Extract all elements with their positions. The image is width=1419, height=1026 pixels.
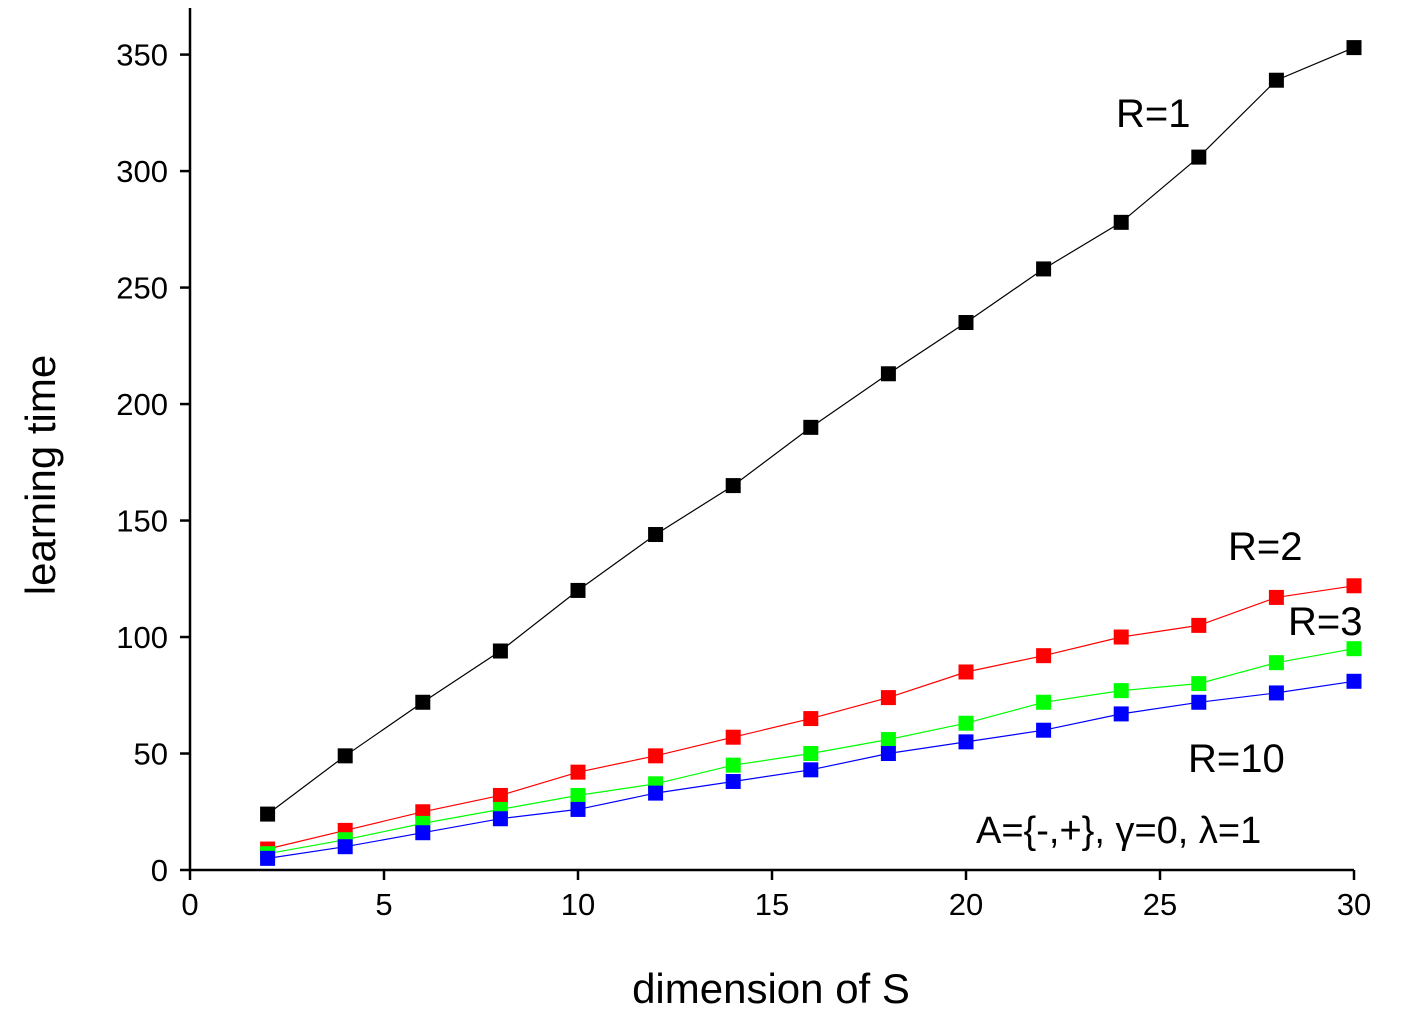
series-layer: [260, 40, 1362, 866]
series-r1: [260, 40, 1362, 822]
data-point: [492, 811, 508, 827]
data-point: [803, 746, 819, 762]
data-point: [415, 694, 431, 710]
data-point: [1268, 655, 1284, 671]
data-point: [492, 643, 508, 659]
data-point: [1113, 683, 1129, 699]
data-point: [1268, 589, 1284, 605]
data-point: [570, 801, 586, 817]
data-point: [1191, 617, 1207, 633]
data-point: [725, 757, 741, 773]
data-point: [1036, 722, 1052, 738]
data-point: [1113, 214, 1129, 230]
data-point: [1346, 673, 1362, 689]
data-point: [803, 419, 819, 435]
data-point: [803, 762, 819, 778]
data-point: [648, 527, 664, 543]
data-point: [648, 785, 664, 801]
data-point: [570, 764, 586, 780]
data-point: [725, 773, 741, 789]
data-point: [415, 825, 431, 841]
data-point: [492, 787, 508, 803]
y-tick-label: 200: [116, 387, 168, 422]
data-point: [958, 315, 974, 331]
data-point: [1346, 40, 1362, 56]
data-point: [1268, 685, 1284, 701]
data-point: [725, 729, 741, 745]
data-point: [1036, 694, 1052, 710]
y-axis-title: learning time: [17, 355, 64, 595]
data-point: [260, 850, 276, 866]
y-tick-label: 350: [116, 38, 168, 73]
series-labels: R=1 R=2 R=3 R=10 A={-,+}, γ=0, λ=1: [976, 92, 1363, 852]
x-tick-label: 10: [561, 887, 595, 922]
data-point: [1268, 72, 1284, 88]
parameter-annotation: A={-,+}, γ=0, λ=1: [976, 810, 1261, 852]
data-point: [803, 711, 819, 727]
x-tick-label: 25: [1143, 887, 1177, 922]
data-point: [1191, 676, 1207, 692]
data-point: [958, 734, 974, 750]
data-point: [1036, 261, 1052, 277]
data-point: [1191, 149, 1207, 165]
data-point: [1346, 578, 1362, 594]
data-point: [1113, 706, 1129, 722]
series-r10: [260, 673, 1362, 866]
x-tick-label: 30: [1337, 887, 1371, 922]
x-tick-label: 0: [181, 887, 198, 922]
y-tick-label: 250: [116, 271, 168, 306]
data-point: [958, 664, 974, 680]
data-point: [337, 748, 353, 764]
data-point: [415, 804, 431, 820]
y-tick-label: 150: [116, 504, 168, 539]
data-point: [725, 478, 741, 494]
y-tick-label: 300: [116, 154, 168, 189]
data-point: [570, 582, 586, 598]
data-point: [570, 787, 586, 803]
y-tick-label: 50: [134, 737, 168, 772]
data-point: [880, 732, 896, 748]
x-tick-label: 15: [755, 887, 789, 922]
data-point: [1346, 641, 1362, 657]
series-label-r10: R=10: [1188, 737, 1285, 781]
data-point: [1191, 694, 1207, 710]
data-point: [1036, 648, 1052, 664]
series-label-r2: R=2: [1228, 525, 1303, 569]
data-point: [880, 690, 896, 706]
x-tick-label: 5: [375, 887, 392, 922]
data-point: [260, 806, 276, 822]
data-point: [880, 366, 896, 382]
x-tick-label: 20: [949, 887, 983, 922]
series-label-r3: R=3: [1288, 600, 1363, 644]
data-point: [648, 748, 664, 764]
data-point: [880, 746, 896, 762]
data-point: [1113, 629, 1129, 645]
x-axis-title: dimension of S: [632, 965, 910, 1012]
y-tick-label: 100: [116, 620, 168, 655]
data-point: [337, 839, 353, 855]
series-label-r1: R=1: [1116, 92, 1191, 136]
y-tick-label: 0: [151, 853, 168, 888]
data-point: [958, 715, 974, 731]
